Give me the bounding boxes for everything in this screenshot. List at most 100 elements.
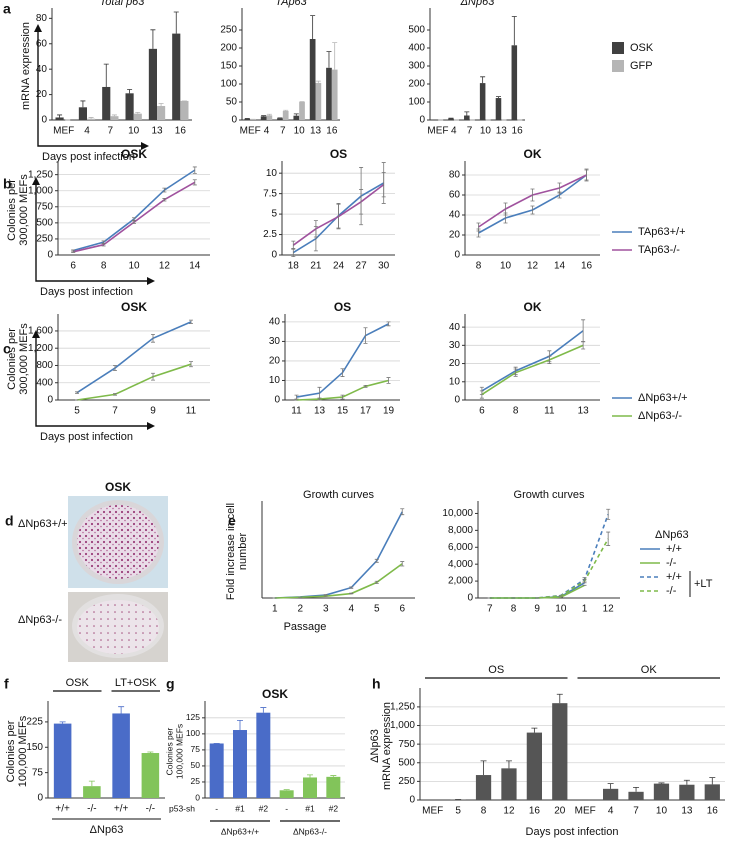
x-tick-label: 12 — [159, 261, 171, 272]
y-axis-label: Colonies per — [6, 328, 18, 390]
bar — [78, 107, 87, 120]
x-tick-label: 10 — [555, 604, 567, 615]
error-bar — [101, 243, 106, 247]
error-bar — [266, 113, 272, 116]
error-bar — [315, 80, 321, 83]
error-bar — [173, 11, 179, 34]
x-tick-label: 8 — [476, 261, 482, 272]
error-bar — [464, 111, 470, 116]
x-tick-label: 4 — [451, 126, 457, 137]
chart-title: OSK — [121, 147, 147, 161]
x-tick-label: MEF — [575, 806, 596, 817]
error-bar — [340, 394, 345, 400]
panel-label: e — [228, 513, 236, 529]
bar — [110, 116, 119, 120]
y-tick-label: 10 — [269, 375, 281, 386]
x-axis-label: Days post infection — [42, 151, 135, 163]
chart-title: OSK — [262, 687, 288, 701]
bar — [244, 118, 251, 120]
x-tick-label: 24 — [333, 261, 345, 272]
bar — [326, 776, 341, 798]
x-tick-label: 10 — [656, 806, 668, 817]
chart-title: Growth curves — [303, 489, 374, 501]
y-tick-label: 7.5 — [263, 188, 277, 199]
y-tick-label: 1,250 — [390, 702, 415, 713]
x-tick-label: 16 — [326, 126, 338, 137]
error-bar — [294, 394, 299, 400]
x-tick-label: #2 — [329, 803, 339, 813]
x-tick-label: MEF — [53, 126, 74, 137]
y-tick-label: 0 — [419, 115, 425, 126]
x-tick-label: 4 — [264, 126, 270, 137]
bar — [148, 48, 157, 120]
legend-label: GFP — [630, 60, 653, 72]
x-tick-label: 19 — [383, 406, 395, 417]
error-bar — [374, 580, 379, 584]
x-tick-label: 13 — [310, 126, 322, 137]
bar — [256, 712, 271, 798]
x-tick-label: 12 — [503, 806, 515, 817]
bar — [279, 790, 294, 798]
error-bar — [158, 103, 164, 107]
y-tick-label: 25 — [191, 776, 201, 786]
x-tick-label: 17 — [360, 406, 372, 417]
axis-arrow — [37, 26, 147, 147]
error-bar — [313, 220, 318, 238]
bar — [526, 732, 542, 800]
error-bar — [683, 779, 690, 785]
x-tick-label: 7 — [280, 126, 286, 137]
line — [489, 538, 609, 599]
group-label: ΔNp63+/+ — [221, 826, 259, 836]
y-tick-label: 125 — [186, 712, 200, 722]
y-tick-label: 2.5 — [263, 229, 277, 240]
bar — [125, 93, 134, 120]
error-bar — [531, 727, 538, 733]
error-bar — [495, 96, 501, 99]
y-tick-label: 400 — [36, 377, 53, 388]
y-tick-label: 0 — [195, 792, 200, 802]
bar — [87, 118, 96, 120]
y-tick-label: 100 — [408, 97, 425, 108]
x-tick-label: 8 — [101, 261, 107, 272]
error-bar — [189, 361, 193, 368]
x-tick-label: - — [215, 803, 218, 813]
error-bar — [307, 774, 313, 778]
error-bar — [479, 390, 484, 399]
y-axis-label: mRNA expression — [381, 702, 393, 790]
bar — [277, 118, 283, 120]
y-tick-label: 300 — [408, 61, 425, 72]
error-bar — [340, 368, 345, 377]
bar — [475, 775, 492, 800]
x-tick-label: 5 — [455, 806, 461, 817]
error-bar — [607, 783, 614, 789]
y-tick-label: 20 — [36, 89, 48, 100]
x-tick-label: 30 — [378, 261, 390, 272]
error-bar — [113, 393, 117, 396]
bar — [133, 113, 142, 120]
bar — [501, 768, 517, 800]
x-tick-label: -/- — [146, 804, 155, 815]
y-tick-label: 1,600 — [28, 326, 53, 337]
y-axis-label: Colonies per — [164, 727, 174, 775]
bar — [464, 115, 470, 120]
line — [489, 514, 609, 599]
error-bar — [283, 109, 289, 111]
x-tick-label: 10 — [480, 126, 492, 137]
y-axis-label: 100,000 MEFs — [174, 724, 184, 779]
error-bar — [581, 341, 586, 350]
error-bar — [135, 111, 141, 114]
panel-label: c — [3, 341, 11, 357]
error-bar — [151, 334, 155, 343]
dish — [77, 505, 159, 579]
error-bar — [503, 202, 508, 216]
error-bar — [103, 63, 109, 87]
bar — [233, 730, 247, 798]
bar — [704, 784, 720, 800]
line — [296, 323, 389, 398]
legend-label: TAp63-/- — [638, 244, 680, 256]
x-tick-label: 6 — [479, 406, 485, 417]
y-tick-label: 800 — [36, 360, 53, 371]
x-tick-label: MEF — [240, 126, 261, 137]
error-bar — [511, 16, 517, 46]
x-tick-label: 7 — [633, 806, 639, 817]
